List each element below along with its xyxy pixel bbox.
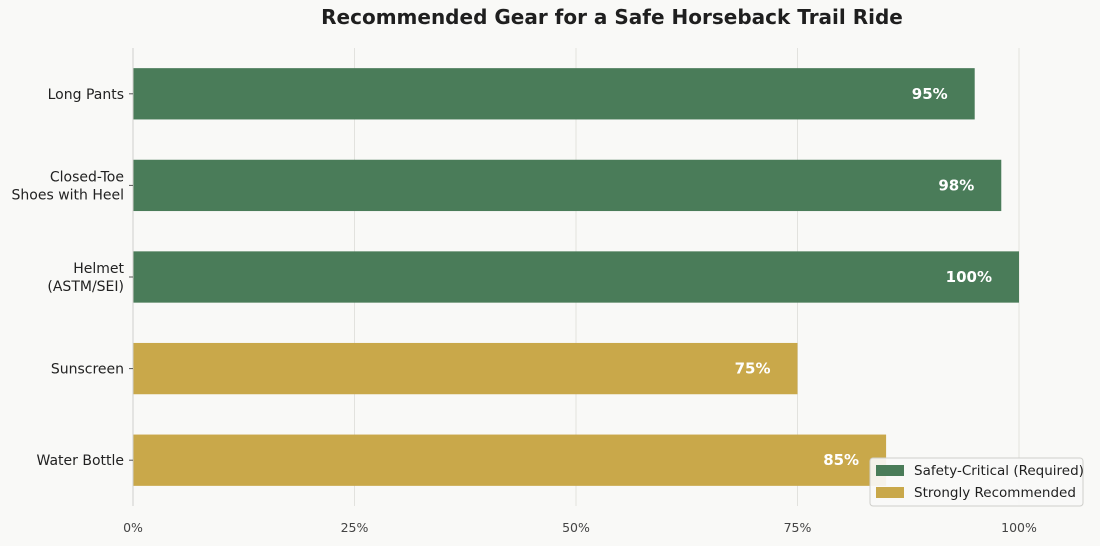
legend-box — [869, 457, 1084, 507]
bar — [133, 342, 798, 395]
legend-swatch — [876, 487, 904, 498]
legend-swatch — [876, 465, 904, 476]
category-label: Water Bottle — [37, 453, 125, 469]
legend-label: Safety-Critical (Required) — [914, 463, 1084, 479]
category-label: Helmet (ASTM/SEI) — [47, 261, 124, 295]
x-tick-label: 100% — [1001, 520, 1037, 535]
bar — [133, 68, 975, 120]
chart-title: Recommended Gear for a Safe Horseback Tr… — [321, 5, 903, 29]
legend-label: Strongly Recommended — [914, 485, 1076, 501]
category-label: Long Pants — [48, 87, 124, 103]
bar — [133, 434, 887, 486]
bar-value-label: 95% — [912, 85, 948, 103]
category-label: Closed-Toe Shoes with Heel — [12, 169, 124, 203]
x-tick-label: 50% — [562, 520, 590, 535]
bar-value-label: 85% — [823, 451, 859, 469]
bar — [133, 159, 1002, 212]
category-label: Sunscreen — [51, 362, 124, 378]
bars-layer: 95% 98% 100% 75% 85% — [133, 68, 1019, 486]
bar-value-label: 100% — [946, 268, 992, 286]
y-axis: Long Pants Closed-Toe Shoes with Heel Helme… — [12, 48, 134, 506]
x-tick-label: 0% — [123, 520, 143, 535]
bar-value-label: 75% — [735, 360, 771, 378]
legend: Safety-Critical (Required) Strongly Recom… — [869, 457, 1084, 507]
x-tick-label: 75% — [784, 520, 812, 535]
bar-value-label: 98% — [938, 176, 974, 194]
x-axis: 0% 25% 50% 75% 100% — [123, 520, 1037, 535]
bar — [133, 251, 1019, 303]
x-tick-label: 25% — [341, 520, 369, 535]
